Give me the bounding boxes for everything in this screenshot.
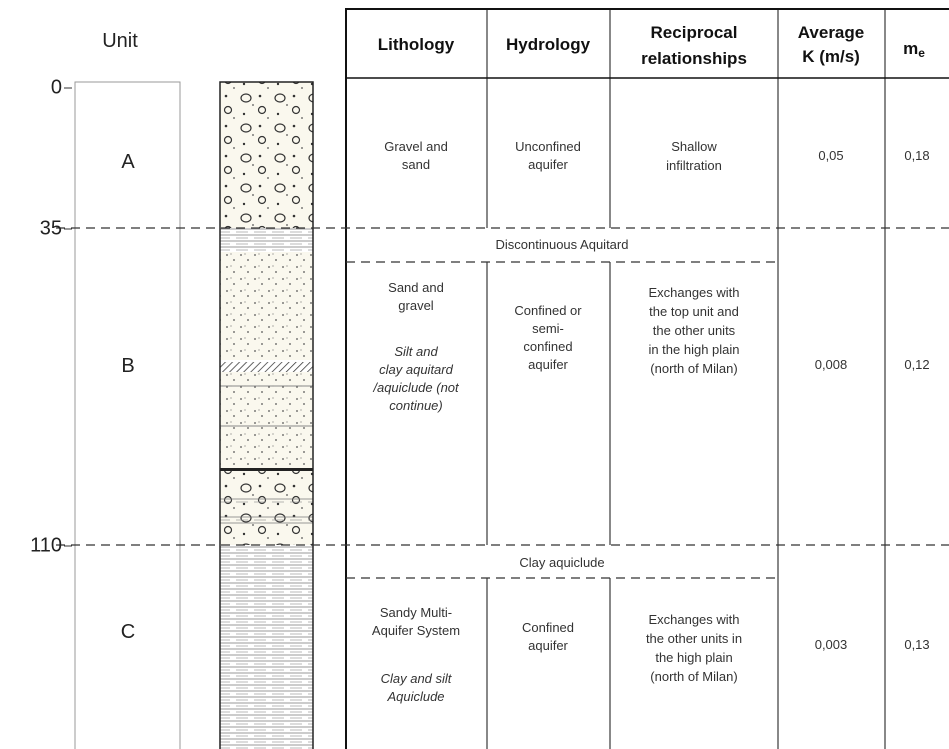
cell-value: 0,13	[904, 637, 929, 652]
cell-text: Confined	[522, 620, 574, 635]
column-header: Average	[798, 23, 864, 42]
cell-text: Confined or	[514, 303, 582, 318]
cell-text: Sandy Multi-	[380, 605, 452, 620]
cell-text: Gravel and	[384, 139, 448, 154]
cell-text: the other units in	[646, 631, 742, 646]
unit-label: A	[121, 151, 135, 173]
depth-label: 35	[40, 217, 62, 239]
cell-text: in the high plain	[648, 342, 739, 357]
me-sub: e	[918, 46, 925, 60]
cell-text: Aquiclude	[386, 689, 444, 704]
column-header: K (m/s)	[802, 47, 860, 66]
cell-text: Silt and	[394, 344, 438, 359]
cell-text: semi-	[532, 321, 564, 336]
cell-text: aquifer	[528, 638, 568, 653]
table-frame	[345, 8, 949, 749]
cell-text: clay aquitard	[379, 362, 453, 377]
cell-text: (north of Milan)	[650, 669, 737, 684]
cell-text: Aquifer System	[372, 623, 460, 638]
depth-label: 110	[30, 534, 62, 556]
unit-label: B	[121, 355, 134, 377]
column-header: Reciprocal	[651, 23, 738, 42]
cell-text: Unconfined	[515, 139, 581, 154]
cell-text: Clay and silt	[381, 671, 453, 686]
separator-label: Clay aquiclude	[519, 555, 604, 570]
cell-text: aquifer	[528, 357, 568, 372]
lithologic-column	[219, 81, 314, 749]
me-main: m	[903, 39, 918, 58]
cell-value: 0,003	[815, 637, 848, 652]
cell-text: the high plain	[655, 650, 732, 665]
cell-value: 0,008	[815, 357, 848, 372]
unit-column	[74, 81, 181, 749]
cell-text: /aquiclude (not	[372, 380, 460, 395]
cell-text: Shallow	[671, 139, 717, 154]
cell-text: the top unit and	[649, 304, 739, 319]
cell-value: 0,05	[818, 148, 843, 163]
cell-text: Sand and	[388, 280, 444, 295]
depth-label: 0	[51, 76, 62, 98]
cell-value: 0,12	[904, 357, 929, 372]
cell-text: sand	[402, 157, 430, 172]
cell-text: Exchanges with	[648, 285, 739, 300]
column-header: Hydrology	[506, 35, 591, 54]
dashed-boundaries	[56, 227, 949, 579]
unit-header: Unit	[102, 30, 138, 52]
cell-text: aquifer	[528, 157, 568, 172]
cell-text: the other units	[653, 323, 736, 338]
unit-label: C	[121, 621, 135, 643]
cell-text: Exchanges with	[648, 612, 739, 627]
cell-value: 0,18	[904, 148, 929, 163]
column-header: Lithology	[378, 35, 455, 54]
me-header: me	[903, 39, 925, 60]
separator-label: Discontinuous Aquitard	[496, 237, 629, 252]
cell-text: confined	[523, 339, 572, 354]
cell-text: infiltration	[666, 158, 722, 173]
cell-text: (north of Milan)	[650, 361, 737, 376]
column-header: relationships	[641, 49, 747, 68]
cell-text: gravel	[398, 298, 434, 313]
cell-text: continue)	[389, 398, 442, 413]
